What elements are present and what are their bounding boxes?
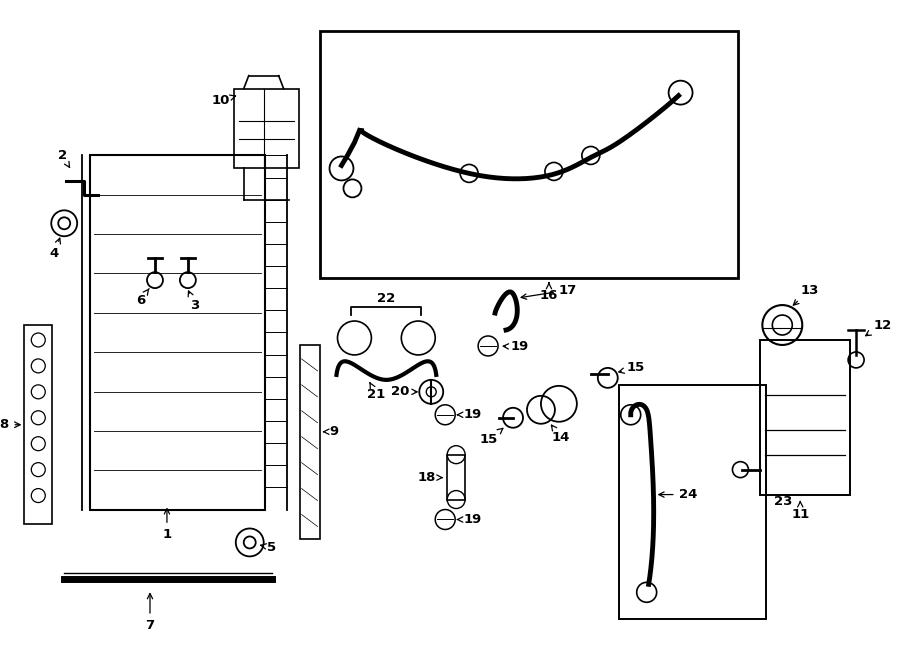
Bar (234, 89, 299, 169)
Text: 15: 15 (480, 428, 503, 446)
Text: 15: 15 (619, 362, 645, 374)
Text: 22: 22 (377, 292, 395, 305)
Bar (447, 455, 465, 500)
Bar (618, 385, 767, 619)
Text: 2: 2 (58, 149, 69, 167)
Text: 5: 5 (261, 541, 275, 554)
Bar (24, 325, 52, 524)
Text: 19: 19 (503, 340, 529, 354)
Bar (300, 345, 319, 539)
Text: 17: 17 (521, 284, 577, 299)
Bar (760, 340, 850, 494)
Bar (320, 31, 738, 278)
Text: 9: 9 (323, 425, 338, 438)
Text: 13: 13 (793, 284, 819, 305)
Text: 3: 3 (188, 291, 199, 311)
Text: 4: 4 (50, 238, 60, 260)
Text: 8: 8 (0, 418, 8, 431)
Text: 23: 23 (774, 495, 793, 508)
Text: 10: 10 (212, 94, 236, 107)
Text: 24: 24 (659, 488, 697, 501)
Text: 21: 21 (367, 383, 385, 401)
Text: 11: 11 (791, 502, 809, 521)
Text: 16: 16 (540, 283, 558, 301)
Text: 19: 19 (457, 408, 482, 421)
Text: 1: 1 (162, 509, 172, 541)
Text: 6: 6 (136, 289, 149, 307)
Text: 18: 18 (418, 471, 442, 484)
Text: 19: 19 (457, 513, 482, 526)
Bar (90, 155, 265, 510)
Text: 12: 12 (866, 319, 891, 336)
Text: 20: 20 (391, 385, 417, 399)
Text: 7: 7 (146, 594, 155, 632)
Text: 14: 14 (552, 425, 570, 444)
